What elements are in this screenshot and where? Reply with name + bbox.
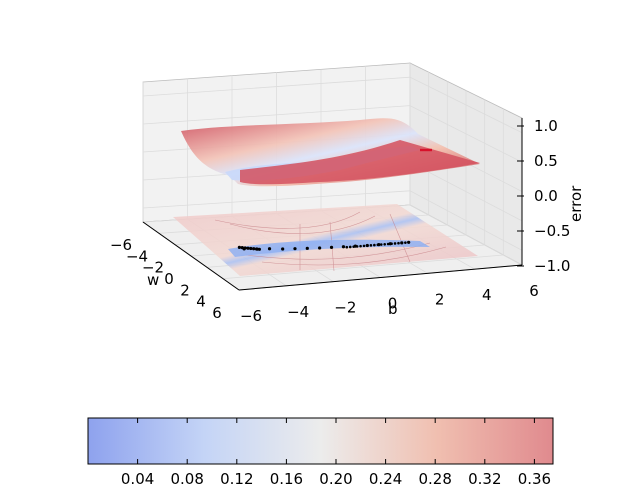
trajectory-point — [383, 242, 386, 246]
y-ticks: −6 −4 −2 0 2 4 6 — [240, 282, 539, 325]
trajectory-point — [373, 243, 376, 247]
trajectory-point — [243, 246, 247, 250]
contour-lines — [214, 211, 447, 272]
colorbar-tick-label: 0.36 — [518, 470, 551, 488]
x-tick-label: −6 — [110, 236, 132, 254]
colorbar-tick-label: 0.20 — [319, 470, 352, 488]
z-tick-label: −0.5 — [534, 222, 570, 240]
trajectory-point — [393, 242, 397, 245]
x-tick-label: −4 — [126, 247, 148, 265]
trajectory-point — [379, 243, 383, 246]
y-tick-label: −2 — [334, 299, 356, 317]
trajectory-point — [348, 245, 352, 249]
trajectory-point — [345, 245, 349, 249]
x-tick-label: 6 — [212, 304, 222, 322]
colorbar-tick-label: 0.04 — [121, 470, 154, 488]
trajectory-point — [362, 244, 366, 248]
z-tick-label: 0.0 — [534, 187, 558, 205]
trajectory-point — [246, 246, 250, 250]
trajectory-point — [318, 246, 322, 250]
grid-line-z — [142, 76, 523, 134]
trajectory-point — [397, 241, 400, 245]
trajectory-point — [237, 245, 241, 249]
trajectory-point — [390, 242, 393, 246]
x-axis-label: w — [147, 271, 159, 289]
colorbar-tick-label: 0.28 — [418, 470, 451, 488]
trajectory-point — [252, 247, 256, 251]
trajectory — [237, 240, 411, 251]
z-tick-label: −1.0 — [534, 257, 570, 275]
colorbar-tick-label: 0.08 — [170, 470, 203, 488]
grid-line-z — [142, 105, 523, 163]
trajectory-point — [359, 244, 362, 248]
y-tick-label: 4 — [482, 286, 492, 304]
z-tick-label: 1.0 — [534, 117, 558, 135]
z-axis-label: error — [567, 185, 585, 222]
trajectory-point — [366, 244, 369, 247]
x-tick-label: 0 — [164, 270, 174, 288]
trajectory-point — [341, 245, 346, 249]
colorbar-tick-label: 0.12 — [220, 470, 253, 488]
trajectory-point — [386, 242, 390, 246]
trajectory-point — [376, 243, 380, 247]
y-tick-label: 0 — [388, 295, 398, 313]
x-tick-label: −2 — [142, 259, 164, 277]
y-tick-label: −4 — [287, 303, 309, 321]
y-axis-spine — [238, 264, 523, 291]
z-ticks: −1.0 −0.5 0.0 0.5 1.0 — [517, 117, 570, 275]
trajectory-point — [369, 244, 373, 247]
trajectory-point — [305, 246, 309, 250]
trajectory-point — [404, 241, 407, 244]
trajectory-point — [281, 247, 285, 251]
trajectory-point — [249, 246, 253, 251]
trajectory-point — [240, 246, 244, 250]
colorbar-ticks: 0.04 0.08 0.12 0.16 0.20 0.24 0.28 0.32 0.36 — [121, 418, 551, 488]
trajectory-point — [254, 247, 259, 251]
trajectory-point — [355, 245, 359, 248]
x-tick-label: 4 — [196, 293, 206, 311]
trajectory-point — [257, 247, 261, 251]
trajectory-point — [400, 241, 404, 245]
grid-line-b — [409, 204, 523, 266]
colorbar-tick-label: 0.24 — [369, 470, 402, 488]
trajectory-point — [407, 241, 411, 244]
x-axis-spine — [142, 221, 240, 291]
y-tick-label: 6 — [529, 282, 539, 300]
contour-projection — [173, 204, 478, 276]
x-tick-label: 2 — [180, 281, 190, 299]
y-axis-label: b — [388, 300, 398, 318]
colorbar: 0.04 0.08 0.12 0.16 0.20 0.24 0.28 0.32 0.36 — [87, 417, 554, 488]
colorbar-tick-label: 0.32 — [468, 470, 501, 488]
trajectory-point — [352, 245, 355, 248]
z-tick-label: 0.5 — [534, 152, 558, 170]
trajectory-point — [293, 247, 297, 251]
grid-line-z — [142, 190, 523, 251]
y-tick-label: −6 — [240, 307, 262, 325]
colorbar-body — [87, 417, 554, 465]
trajectory-point — [267, 247, 272, 251]
colorbar-tick-label: 0.16 — [270, 470, 303, 488]
y-tick-label: 2 — [435, 290, 445, 308]
trajectory-point — [329, 245, 334, 249]
